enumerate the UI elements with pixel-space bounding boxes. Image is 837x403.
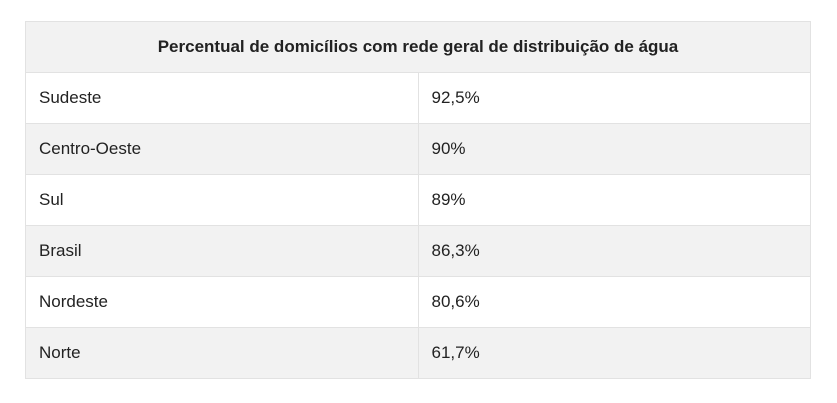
region-percentage: 61,7%: [417, 327, 811, 379]
table-row: Sudeste 92,5%: [25, 72, 811, 124]
region-percentage: 90%: [417, 123, 811, 175]
region-name: Sul: [25, 174, 419, 226]
table-row: Norte 61,7%: [25, 327, 811, 379]
table-row: Nordeste 80,6%: [25, 276, 811, 328]
region-name: Brasil: [25, 225, 419, 277]
water-distribution-table: Percentual de domicílios com rede geral …: [25, 21, 811, 379]
region-name: Centro-Oeste: [25, 123, 419, 175]
region-name: Nordeste: [25, 276, 419, 328]
table-title: Percentual de domicílios com rede geral …: [25, 21, 811, 73]
region-name: Sudeste: [25, 72, 419, 124]
region-percentage: 86,3%: [417, 225, 811, 277]
table-header-row: Percentual de domicílios com rede geral …: [25, 21, 811, 73]
region-percentage: 89%: [417, 174, 811, 226]
table-row: Brasil 86,3%: [25, 225, 811, 277]
region-percentage: 92,5%: [417, 72, 811, 124]
region-percentage: 80,6%: [417, 276, 811, 328]
region-name: Norte: [25, 327, 419, 379]
table-row: Centro-Oeste 90%: [25, 123, 811, 175]
table-row: Sul 89%: [25, 174, 811, 226]
